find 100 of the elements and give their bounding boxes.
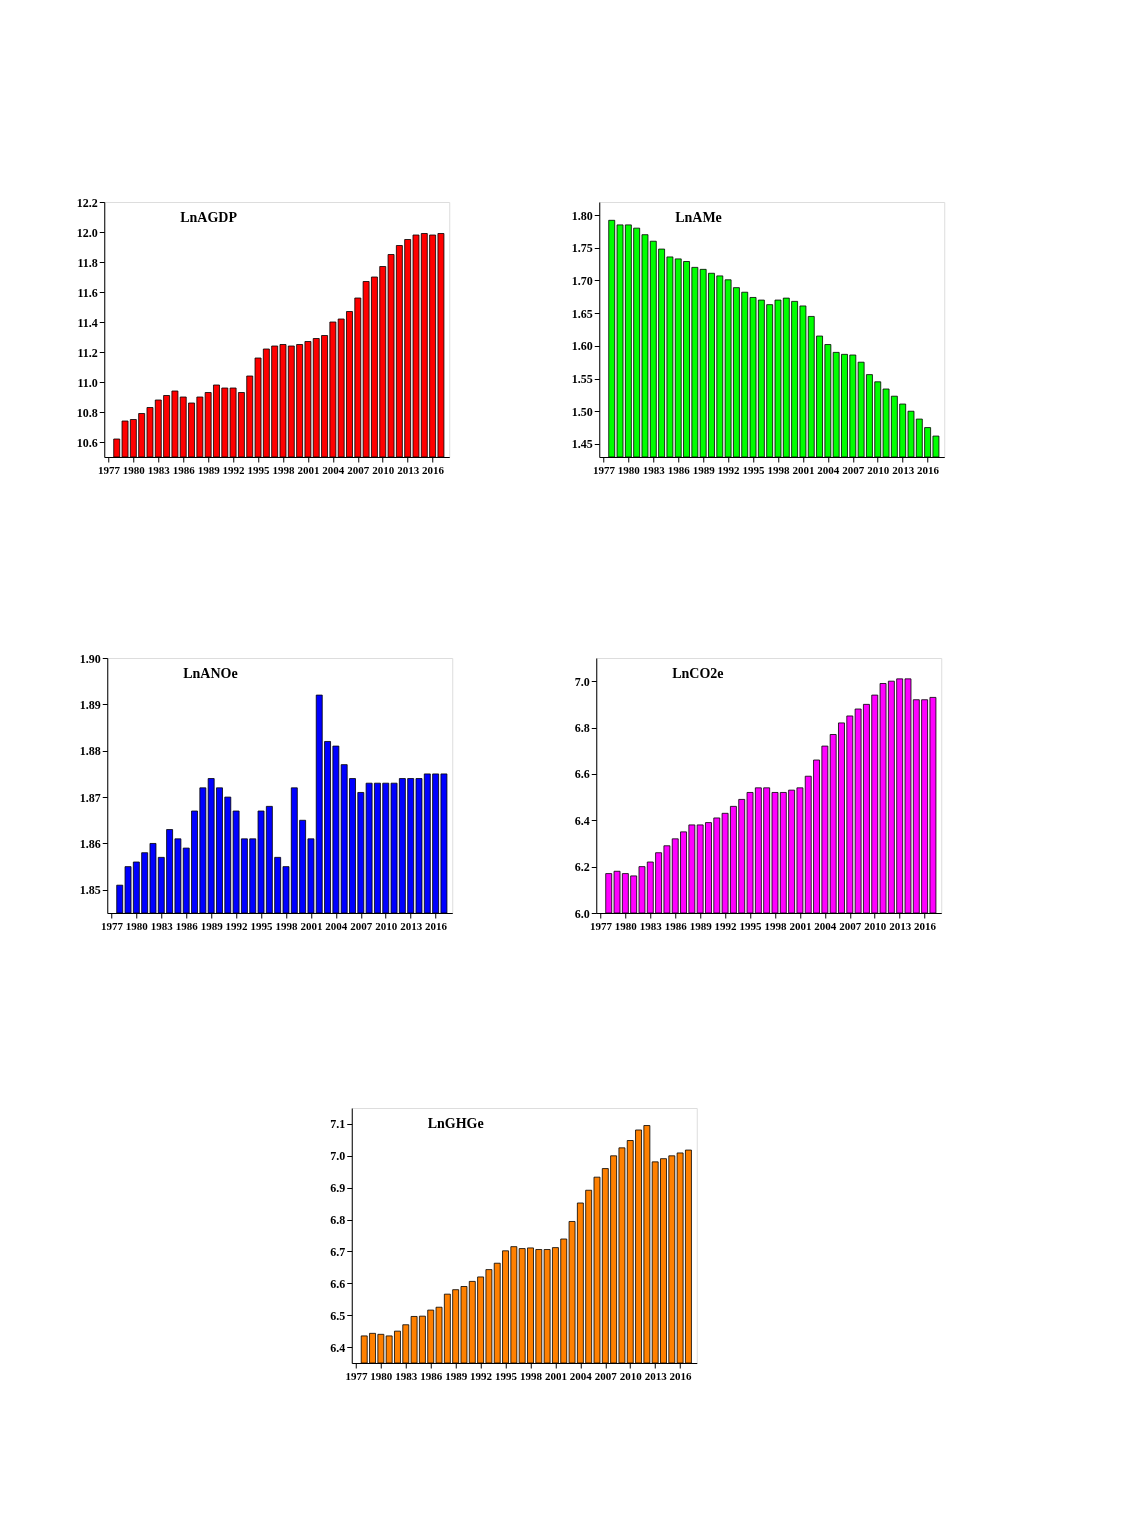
x-tick-label: 1977 (589, 919, 613, 932)
y-tick-label: 7.1 (330, 1117, 346, 1132)
x-tick-label: 2001 (789, 919, 812, 932)
x-tick-label: 1995 (495, 1369, 518, 1382)
y-tick-label: 11.0 (77, 375, 98, 390)
y-tick-label: 1.45 (571, 437, 593, 452)
x-tick-label: 1998 (275, 919, 298, 932)
x-tick-label: 1989 (200, 919, 224, 932)
y-tick-label: 11.8 (77, 255, 98, 270)
text: LnCO2e (672, 666, 724, 681)
x-tick-label: 2004 (569, 1369, 593, 1382)
x-tick-label: 2001 (300, 919, 323, 932)
x-tick-label: 1992 (222, 463, 246, 476)
x-tick-label: 2004 (817, 463, 840, 476)
y-tick-label: 6.2 (574, 860, 590, 875)
x-tick-label: 1995 (250, 919, 274, 932)
y-tick-label: 6.7 (330, 1244, 346, 1259)
x-tick-label: 2007 (347, 463, 370, 476)
x-tick-label: 1980 (617, 463, 641, 476)
y-tick-label: 1.70 (571, 273, 593, 288)
y-tick-label: 6.5 (330, 1308, 346, 1323)
y-tick-label: 6.8 (330, 1213, 346, 1228)
x-tick-label: 1983 (395, 1369, 418, 1382)
y-tick-label: 6.6 (330, 1276, 346, 1291)
x-tick-label: 1980 (122, 463, 146, 476)
x-tick-label: 2007 (842, 463, 865, 476)
x-tick-label: 1980 (370, 1369, 393, 1382)
x-tick-label: 1983 (150, 919, 174, 932)
x-tick-label: 1995 (247, 463, 271, 476)
x-tick-label: 2001 (792, 463, 815, 476)
y-tick-label: 1.87 (79, 790, 101, 805)
x-tick-label: 2013 (644, 1369, 668, 1382)
x-tick-label: 1986 (664, 919, 688, 932)
x-tick-label: 2004 (814, 919, 837, 932)
y-tick-label: 12.0 (76, 225, 98, 240)
y-tick-label: 1.80 (571, 208, 593, 223)
y-tick-label: 6.4 (574, 813, 590, 828)
x-tick-label: 1989 (692, 463, 716, 476)
x-tick-label: 2010 (867, 463, 890, 476)
y-tick-label: 1.55 (571, 372, 593, 387)
y-tick-label: 11.2 (77, 345, 98, 360)
y-tick-label: 1.75 (571, 241, 593, 256)
x-tick-label: 2013 (892, 463, 915, 476)
x-tick-label: 1986 (420, 1369, 443, 1382)
x-tick-label: 2016 (669, 1369, 693, 1382)
y-tick-label: 1.85 (79, 883, 101, 898)
y-tick-label: 12.2 (76, 195, 98, 210)
x-tick-label: 2010 (372, 463, 395, 476)
y-tick-label: 1.60 (571, 339, 593, 354)
x-tick-label: 2007 (350, 919, 373, 932)
y-tick-label: 7.0 (330, 1149, 346, 1164)
text: LnAGDP (180, 210, 238, 225)
x-tick-label: 1995 (742, 463, 766, 476)
y-tick-label: 6.4 (330, 1340, 346, 1355)
x-tick-label: 1983 (642, 463, 666, 476)
y-tick-label: 10.8 (76, 405, 98, 420)
x-tick-label: 1977 (97, 463, 121, 476)
x-tick-label: 2007 (594, 1369, 618, 1382)
x-tick-label: 1980 (125, 919, 149, 932)
x-tick-label: 1998 (519, 1369, 543, 1382)
x-tick-label: 2013 (400, 919, 423, 932)
x-tick-label: 1986 (172, 463, 196, 476)
x-tick-label: 1998 (764, 919, 787, 932)
x-tick-label: 1983 (639, 919, 663, 932)
y-tick-label: 6.0 (574, 906, 590, 921)
y-tick-label: 1.89 (79, 697, 101, 712)
x-tick-label: 1977 (100, 919, 124, 932)
x-tick-label: 1986 (175, 919, 199, 932)
y-tick-label: 6.9 (330, 1181, 346, 1196)
x-tick-label: 1986 (667, 463, 691, 476)
x-tick-label: 1998 (272, 463, 295, 476)
x-tick-label: 1992 (714, 919, 738, 932)
x-tick-label: 2001 (297, 463, 320, 476)
x-tick-label: 1983 (147, 463, 171, 476)
text: LnGHGe (427, 1116, 484, 1131)
x-tick-label: 1989 (197, 463, 221, 476)
x-tick-label: 2016 (914, 919, 937, 932)
y-tick-label: 1.88 (79, 744, 101, 759)
x-tick-label: 1989 (689, 919, 713, 932)
x-tick-label: 1998 (767, 463, 790, 476)
x-tick-label: 1992 (717, 463, 741, 476)
x-tick-label: 1995 (739, 919, 763, 932)
x-tick-label: 2007 (839, 919, 862, 932)
x-tick-label: 2016 (422, 463, 445, 476)
x-tick-label: 2001 (544, 1369, 567, 1382)
x-tick-label: 2016 (917, 463, 940, 476)
x-tick-label: 2013 (397, 463, 420, 476)
x-tick-label: 2004 (322, 463, 345, 476)
x-tick-label: 2010 (619, 1369, 643, 1382)
y-tick-label: 6.6 (574, 767, 590, 782)
y-tick-label: 6.8 (574, 721, 590, 736)
text: LnANOe (183, 666, 238, 681)
x-tick-label: 1989 (445, 1369, 468, 1382)
text: LnAMe (675, 210, 722, 225)
y-tick-label: 11.6 (77, 285, 98, 300)
y-tick-label: 11.4 (77, 315, 98, 330)
x-tick-label: 2004 (325, 919, 348, 932)
y-tick-label: 1.90 (79, 651, 101, 666)
y-tick-label: 1.50 (571, 404, 593, 419)
y-tick-label: 7.0 (574, 674, 590, 689)
